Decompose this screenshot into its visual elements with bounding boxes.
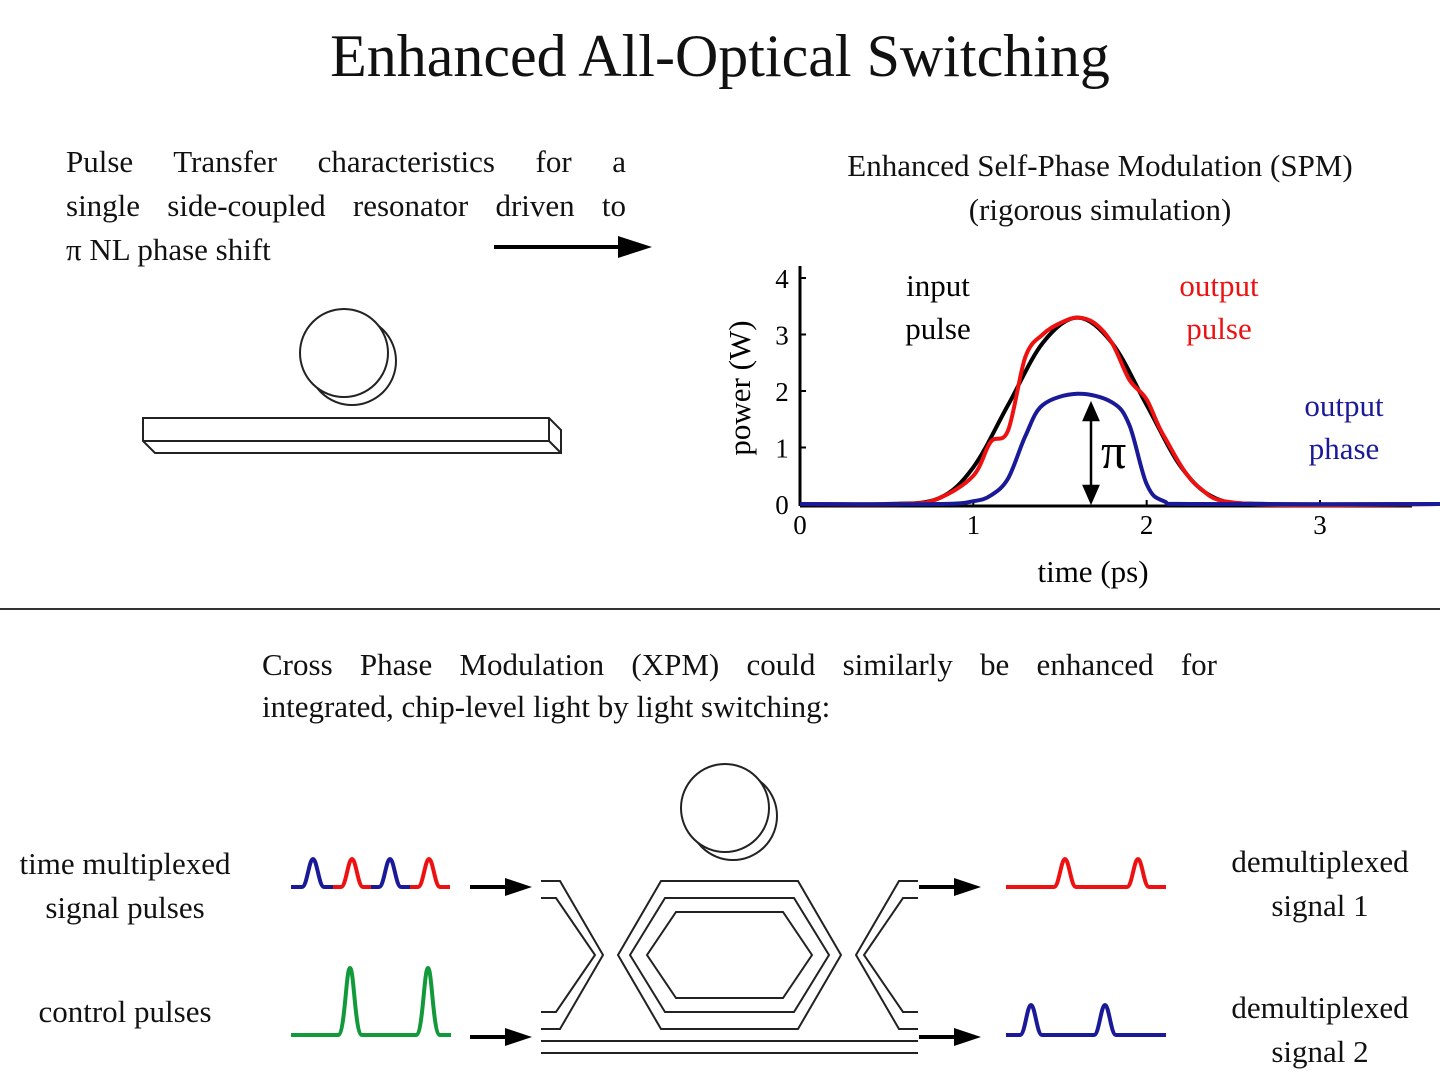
output-signal-1-arrow [919,878,981,896]
y-tick-label: 2 [775,377,789,407]
description-arrow [494,236,652,258]
signal-pulse-1 [291,857,333,889]
left-coupler-outer [541,880,605,1030]
signal-pulse-train [291,857,450,889]
input-signal-arrow [470,878,532,896]
y-tick-label: 1 [775,434,789,464]
signal-pulse-4 [410,857,450,889]
output-signal-2-arrow [919,1028,981,1046]
x-tick-label: 2 [1140,510,1154,540]
legend-output-line-1: output [1179,268,1259,303]
signal-label-line-2: signal pulses [45,890,205,925]
demux1-line-1: demultiplexed [1231,844,1409,879]
x-tick-label: 1 [967,510,981,540]
spm-subtitle: (rigorous simulation) [968,192,1232,227]
control-pulses-label: control pulses [38,994,212,1029]
pi-annotation: π [1101,423,1126,479]
right-coupler-outer [854,880,918,1030]
xpm-line-2: integrated, chip-level light by light sw… [262,689,831,724]
spm-title: Enhanced Self-Phase Modulation (SPM) [847,148,1353,183]
demux-signal-1-train [1006,857,1166,889]
input-control-arrow [470,1028,532,1046]
ring-resonator-front [299,308,389,398]
legend-input-line-2: pulse [905,311,970,346]
control-pulse-train [291,966,451,1037]
resonator-description: Pulse Transfer characteristics for a sin… [66,140,626,272]
y-tick-label: 4 [775,264,789,294]
description-line-2: single side-coupled resonator driven to [66,188,626,223]
right-coupler-inner [862,897,918,1013]
y-tick-label: 0 [775,490,789,520]
xpm-switch-device [541,763,918,1054]
signal-pulse-2 [333,857,371,889]
y-tick-label: 3 [775,321,789,351]
legend-output-line-2: pulse [1186,311,1251,346]
hexagon-middle [628,897,831,1013]
legend-phase-line-1: output [1304,388,1384,423]
x-axis-label: time (ps) [1037,554,1148,589]
xpm-ring-front [680,763,770,853]
description-line-1: Pulse Transfer characteristics for a [66,144,626,179]
demux-signal-1-label: demultiplexed signal 1 [1200,840,1440,928]
hexagon-outer [616,880,843,1030]
demux2-line-1: demultiplexed [1231,990,1409,1025]
xpm-line-1: Cross Phase Modulation (XPM) could simil… [262,647,1217,682]
signal-label-line-1: time multiplexed [19,846,231,881]
demux-signal-2-train [1006,1003,1166,1037]
demux1-line-2: signal 1 [1271,888,1369,923]
signal-pulses-label: time multiplexed signal pulses [0,842,250,930]
description-line-3: π NL phase shift [66,232,271,267]
demux2-line-2: signal 2 [1271,1034,1369,1069]
pi-annotation-arrow [1082,400,1100,506]
x-tick-label: 0 [793,510,807,540]
x-tick-label: 3 [1313,510,1327,540]
hexagon-inner [645,911,814,999]
spm-heading: Enhanced Self-Phase Modulation (SPM) (ri… [760,144,1440,232]
demux-signal-2-label: demultiplexed signal 2 [1200,986,1440,1074]
page-title: Enhanced All-Optical Switching [330,23,1110,89]
y-axis-label: power (W) [722,320,757,455]
spm-chart: 0 1 2 3 4 0 1 2 3 π time (ps) power (W) input pu… [722,264,1440,589]
xpm-description: Cross Phase Modulation (XPM) could simil… [262,644,1217,728]
signal-pulse-3 [371,857,410,889]
side-coupled-resonator [142,308,562,454]
output-pulse-line [799,315,1440,508]
waveguide-bar [142,417,562,454]
left-coupler-inner [541,897,597,1013]
legend-phase-line-2: phase [1309,431,1380,466]
legend-input-line-1: input [906,268,970,303]
output-phase-line [799,391,1440,507]
